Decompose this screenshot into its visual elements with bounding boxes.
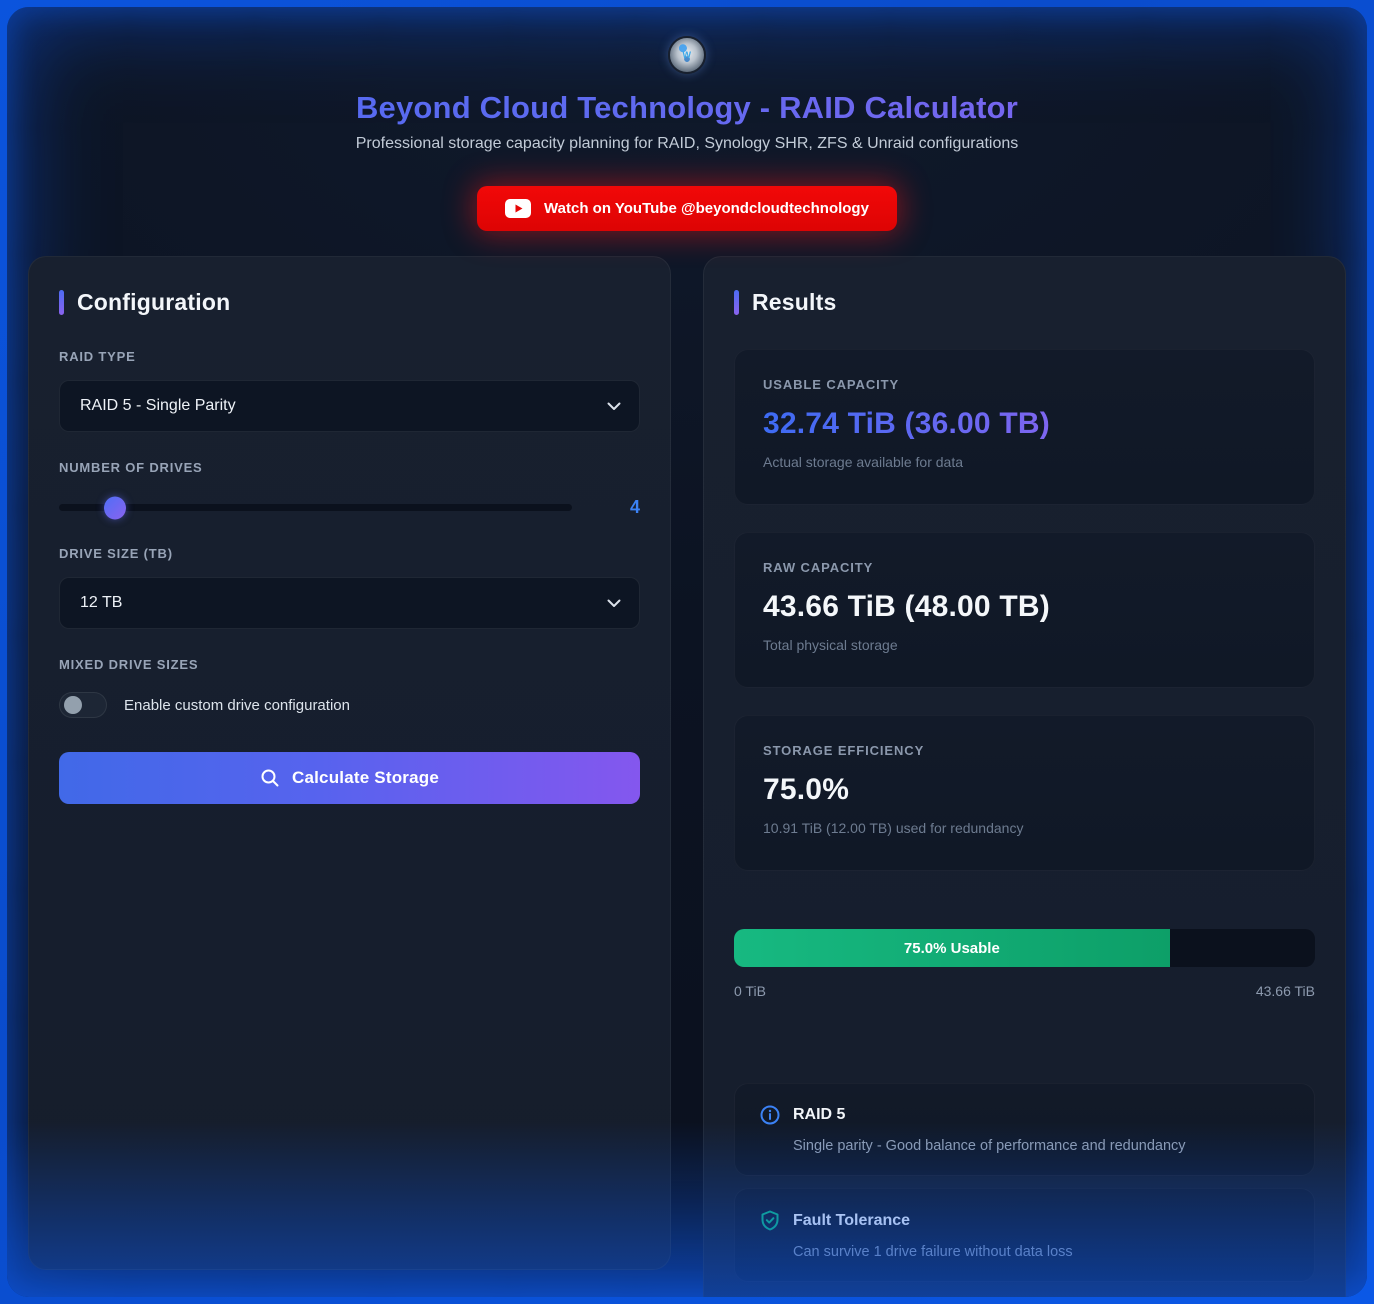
raid-level-title: RAID 5 bbox=[793, 1106, 846, 1123]
drive-size-field: DRIVE SIZE (TB) 12 TB bbox=[59, 546, 640, 629]
page-header: W Beyond Cloud Technology - RAID Calcula… bbox=[7, 7, 1367, 231]
mixed-drives-toggle[interactable] bbox=[59, 692, 107, 718]
chevron-down-icon bbox=[607, 402, 621, 411]
search-icon bbox=[260, 768, 280, 788]
drive-count-label: NUMBER OF DRIVES bbox=[59, 460, 203, 475]
raw-capacity-card: RAW CAPACITY 43.66 TiB (48.00 TB) Total … bbox=[734, 532, 1315, 688]
fault-tolerance-info-card: Fault Tolerance Can survive 1 drive fail… bbox=[734, 1188, 1315, 1282]
usage-max-label: 43.66 TiB bbox=[1255, 983, 1315, 999]
drive-size-select[interactable]: 12 TB bbox=[59, 577, 640, 629]
toggle-knob bbox=[64, 696, 82, 714]
chevron-down-icon bbox=[607, 599, 621, 608]
configuration-panel: Configuration RAID TYPE RAID 5 - Single … bbox=[28, 256, 671, 1270]
configuration-title: Configuration bbox=[59, 289, 640, 316]
usage-bar-fill: 75.0% Usable bbox=[734, 929, 1170, 967]
fault-tolerance-desc: Can survive 1 drive failure without data… bbox=[793, 1244, 1073, 1260]
storage-efficiency-label: STORAGE EFFICIENCY bbox=[763, 743, 925, 758]
page-subtitle: Professional storage capacity planning f… bbox=[355, 135, 1019, 152]
storage-efficiency-card: STORAGE EFFICIENCY 75.0% 10.91 TiB (12.0… bbox=[734, 715, 1315, 871]
raid-level-info-card: RAID 5 Single parity - Good balance of p… bbox=[734, 1083, 1315, 1176]
drive-size-value: 12 TB bbox=[80, 594, 123, 611]
mixed-drives-field: MIXED DRIVE SIZES Enable custom drive co… bbox=[59, 657, 640, 718]
storage-efficiency-value: 75.0% bbox=[763, 773, 850, 806]
page-title: Beyond Cloud Technology - RAID Calculato… bbox=[7, 90, 1367, 126]
calculate-button-label: Calculate Storage bbox=[291, 768, 439, 787]
raw-capacity-value: 43.66 TiB (48.00 TB) bbox=[763, 590, 1050, 623]
results-panel: Results USABLE CAPACITY 32.74 TiB (36.00… bbox=[703, 256, 1346, 1297]
info-cards: RAID 5 Single parity - Good balance of p… bbox=[734, 1083, 1315, 1297]
fault-tolerance-title: Fault Tolerance bbox=[793, 1211, 911, 1229]
results-title: Results bbox=[734, 289, 1315, 316]
raw-capacity-sub: Total physical storage bbox=[763, 637, 898, 653]
youtube-button[interactable]: Watch on YouTube @beyondcloudtechnology bbox=[477, 186, 897, 231]
app-container: W Beyond Cloud Technology - RAID Calcula… bbox=[7, 7, 1367, 1297]
usable-capacity-value: 32.74 TiB (36.00 TB) bbox=[763, 407, 1050, 440]
usage-bar: 75.0% Usable bbox=[734, 929, 1315, 967]
usable-capacity-card: USABLE CAPACITY 32.74 TiB (36.00 TB) Act… bbox=[734, 349, 1315, 505]
raid-type-value: RAID 5 - Single Parity bbox=[80, 397, 236, 414]
usable-capacity-sub: Actual storage available for data bbox=[763, 454, 964, 470]
main-content: Configuration RAID TYPE RAID 5 - Single … bbox=[28, 256, 1346, 1297]
drive-count-field: NUMBER OF DRIVES 4 bbox=[59, 460, 640, 519]
raid-level-desc: Single parity - Good balance of performa… bbox=[793, 1138, 1186, 1154]
usage-bar-label: 75.0% Usable bbox=[903, 939, 1000, 957]
raid-type-label: RAID TYPE bbox=[59, 349, 136, 364]
raid-type-field: RAID TYPE RAID 5 - Single Parity bbox=[59, 349, 640, 432]
raid-type-select[interactable]: RAID 5 - Single Parity bbox=[59, 380, 640, 432]
mixed-drives-label: MIXED DRIVE SIZES bbox=[59, 657, 199, 672]
raw-capacity-label: RAW CAPACITY bbox=[763, 560, 874, 575]
shield-check-icon bbox=[760, 1210, 780, 1231]
youtube-play-icon bbox=[505, 199, 532, 218]
slider-thumb[interactable] bbox=[104, 496, 127, 519]
mixed-drives-toggle-label: Enable custom drive configuration bbox=[124, 696, 350, 714]
globe-badge-icon: W bbox=[668, 36, 706, 74]
accent-bar bbox=[734, 290, 739, 315]
youtube-button-label: Watch on YouTube @beyondcloudtechnology bbox=[544, 200, 869, 217]
accent-bar bbox=[59, 290, 64, 315]
usage-min-label: 0 TiB bbox=[734, 983, 766, 999]
drive-count-slider[interactable] bbox=[59, 496, 572, 519]
drive-count-value: 4 bbox=[629, 497, 640, 517]
drive-size-label: DRIVE SIZE (TB) bbox=[59, 546, 173, 561]
info-icon bbox=[760, 1105, 780, 1125]
usage-bar-section: 75.0% Usable 0 TiB 43.66 TiB bbox=[734, 929, 1315, 999]
calculate-storage-button[interactable]: Calculate Storage bbox=[59, 752, 640, 804]
usable-capacity-label: USABLE CAPACITY bbox=[763, 377, 900, 392]
storage-efficiency-sub: 10.91 TiB (12.00 TB) used for redundancy bbox=[763, 820, 1024, 836]
